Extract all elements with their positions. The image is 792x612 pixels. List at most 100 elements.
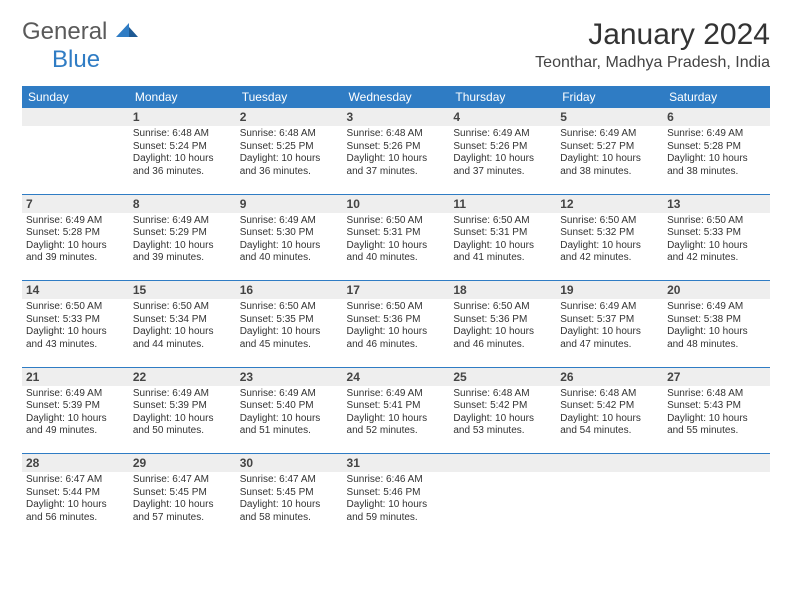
day-number: 19 (556, 281, 663, 299)
sunset-text: Sunset: 5:45 PM (240, 487, 339, 500)
day-number (449, 454, 556, 472)
sunrise-text: Sunrise: 6:50 AM (240, 301, 339, 314)
sunset-text: Sunset: 5:31 PM (453, 227, 552, 240)
calendar-week-row: 28Sunrise: 6:47 AMSunset: 5:44 PMDayligh… (22, 454, 770, 540)
sunset-text: Sunset: 5:31 PM (347, 227, 446, 240)
day-details: Sunrise: 6:48 AMSunset: 5:25 PMDaylight:… (240, 128, 339, 178)
daylight-text: Daylight: 10 hours and 39 minutes. (26, 240, 125, 265)
sunrise-text: Sunrise: 6:50 AM (347, 215, 446, 228)
sunset-text: Sunset: 5:39 PM (133, 400, 232, 413)
sunrise-text: Sunrise: 6:49 AM (667, 128, 766, 141)
daylight-text: Daylight: 10 hours and 36 minutes. (133, 153, 232, 178)
day-details: Sunrise: 6:50 AMSunset: 5:33 PMDaylight:… (667, 215, 766, 265)
day-details: Sunrise: 6:49 AMSunset: 5:37 PMDaylight:… (560, 301, 659, 351)
day-number: 12 (556, 195, 663, 213)
day-number: 16 (236, 281, 343, 299)
daylight-text: Daylight: 10 hours and 46 minutes. (453, 326, 552, 351)
day-number: 31 (343, 454, 450, 472)
day-number: 27 (663, 368, 770, 386)
day-number: 17 (343, 281, 450, 299)
daylight-text: Daylight: 10 hours and 40 minutes. (240, 240, 339, 265)
day-number: 29 (129, 454, 236, 472)
sunrise-text: Sunrise: 6:48 AM (453, 388, 552, 401)
calendar-cell (449, 454, 556, 540)
day-number: 4 (449, 108, 556, 126)
calendar-cell: 30Sunrise: 6:47 AMSunset: 5:45 PMDayligh… (236, 454, 343, 540)
day-details: Sunrise: 6:50 AMSunset: 5:35 PMDaylight:… (240, 301, 339, 351)
daylight-text: Daylight: 10 hours and 57 minutes. (133, 499, 232, 524)
logo-triangle-icon (116, 18, 138, 38)
day-details: Sunrise: 6:49 AMSunset: 5:39 PMDaylight:… (26, 388, 125, 438)
day-number: 5 (556, 108, 663, 126)
sunrise-text: Sunrise: 6:49 AM (240, 215, 339, 228)
day-details: Sunrise: 6:49 AMSunset: 5:38 PMDaylight:… (667, 301, 766, 351)
sunset-text: Sunset: 5:29 PM (133, 227, 232, 240)
sunrise-text: Sunrise: 6:46 AM (347, 474, 446, 487)
calendar-cell: 7Sunrise: 6:49 AMSunset: 5:28 PMDaylight… (22, 195, 129, 281)
sunset-text: Sunset: 5:24 PM (133, 141, 232, 154)
sunrise-text: Sunrise: 6:48 AM (347, 128, 446, 141)
sunset-text: Sunset: 5:38 PM (667, 314, 766, 327)
daylight-text: Daylight: 10 hours and 43 minutes. (26, 326, 125, 351)
sunrise-text: Sunrise: 6:49 AM (560, 301, 659, 314)
day-number (556, 454, 663, 472)
daylight-text: Daylight: 10 hours and 46 minutes. (347, 326, 446, 351)
day-header: Monday (129, 86, 236, 108)
daylight-text: Daylight: 10 hours and 52 minutes. (347, 413, 446, 438)
daylight-text: Daylight: 10 hours and 39 minutes. (133, 240, 232, 265)
sunrise-text: Sunrise: 6:48 AM (560, 388, 659, 401)
day-details: Sunrise: 6:49 AMSunset: 5:41 PMDaylight:… (347, 388, 446, 438)
day-number: 1 (129, 108, 236, 126)
sunset-text: Sunset: 5:26 PM (347, 141, 446, 154)
sunrise-text: Sunrise: 6:47 AM (26, 474, 125, 487)
sunset-text: Sunset: 5:37 PM (560, 314, 659, 327)
day-details: Sunrise: 6:50 AMSunset: 5:36 PMDaylight:… (347, 301, 446, 351)
day-details: Sunrise: 6:48 AMSunset: 5:24 PMDaylight:… (133, 128, 232, 178)
calendar-cell: 23Sunrise: 6:49 AMSunset: 5:40 PMDayligh… (236, 368, 343, 454)
daylight-text: Daylight: 10 hours and 44 minutes. (133, 326, 232, 351)
calendar-cell: 9Sunrise: 6:49 AMSunset: 5:30 PMDaylight… (236, 195, 343, 281)
day-number: 25 (449, 368, 556, 386)
day-number: 30 (236, 454, 343, 472)
calendar-cell: 21Sunrise: 6:49 AMSunset: 5:39 PMDayligh… (22, 368, 129, 454)
sunrise-text: Sunrise: 6:50 AM (667, 215, 766, 228)
calendar-cell: 11Sunrise: 6:50 AMSunset: 5:31 PMDayligh… (449, 195, 556, 281)
day-header: Saturday (663, 86, 770, 108)
sunrise-text: Sunrise: 6:50 AM (453, 215, 552, 228)
daylight-text: Daylight: 10 hours and 37 minutes. (347, 153, 446, 178)
calendar-cell: 27Sunrise: 6:48 AMSunset: 5:43 PMDayligh… (663, 368, 770, 454)
sunrise-text: Sunrise: 6:49 AM (133, 388, 232, 401)
sunrise-text: Sunrise: 6:50 AM (453, 301, 552, 314)
daylight-text: Daylight: 10 hours and 36 minutes. (240, 153, 339, 178)
day-number (22, 108, 129, 126)
day-details: Sunrise: 6:47 AMSunset: 5:45 PMDaylight:… (133, 474, 232, 524)
day-number: 26 (556, 368, 663, 386)
sunset-text: Sunset: 5:36 PM (453, 314, 552, 327)
daylight-text: Daylight: 10 hours and 51 minutes. (240, 413, 339, 438)
calendar-cell: 25 Sunrise: 6:48 AMSunset: 5:42 PMDayligh… (449, 368, 556, 454)
day-number: 18 (449, 281, 556, 299)
sunrise-text: Sunrise: 6:49 AM (133, 215, 232, 228)
sunset-text: Sunset: 5:27 PM (560, 141, 659, 154)
sunrise-text: Sunrise: 6:50 AM (26, 301, 125, 314)
day-number: 15 (129, 281, 236, 299)
day-details: Sunrise: 6:49 AMSunset: 5:26 PMDaylight:… (453, 128, 552, 178)
sunset-text: Sunset: 5:46 PM (347, 487, 446, 500)
day-number: 20 (663, 281, 770, 299)
sunrise-text: Sunrise: 6:48 AM (240, 128, 339, 141)
daylight-text: Daylight: 10 hours and 38 minutes. (667, 153, 766, 178)
day-header: Tuesday (236, 86, 343, 108)
day-details: Sunrise: 6:48 AMSunset: 5:42 PMDaylight:… (560, 388, 659, 438)
day-number: 23 (236, 368, 343, 386)
calendar-week-row: 21Sunrise: 6:49 AMSunset: 5:39 PMDayligh… (22, 368, 770, 454)
sunset-text: Sunset: 5:43 PM (667, 400, 766, 413)
sunset-text: Sunset: 5:25 PM (240, 141, 339, 154)
calendar-week-row: 14Sunrise: 6:50 AMSunset: 5:33 PMDayligh… (22, 281, 770, 367)
calendar-cell: 2Sunrise: 6:48 AMSunset: 5:25 PMDaylight… (236, 108, 343, 194)
day-number: 22 (129, 368, 236, 386)
daylight-text: Daylight: 10 hours and 55 minutes. (667, 413, 766, 438)
sunrise-text: Sunrise: 6:50 AM (347, 301, 446, 314)
daylight-text: Daylight: 10 hours and 47 minutes. (560, 326, 659, 351)
sunset-text: Sunset: 5:28 PM (26, 227, 125, 240)
day-details: Sunrise: 6:48 AMSunset: 5:42 PMDaylight:… (453, 388, 552, 438)
